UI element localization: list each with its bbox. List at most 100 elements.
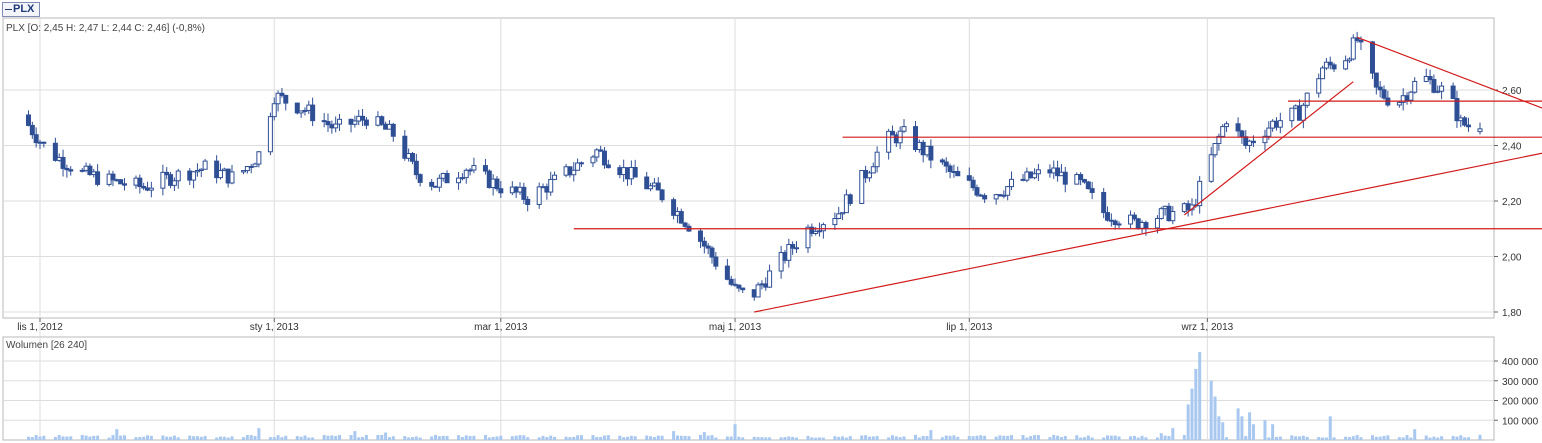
candle-body bbox=[1412, 80, 1418, 93]
candle-body bbox=[809, 226, 815, 234]
candle-body bbox=[889, 130, 895, 136]
volume-bar bbox=[192, 436, 196, 440]
candle-body bbox=[1250, 140, 1256, 144]
volume-bar bbox=[633, 436, 637, 440]
volume-bar bbox=[595, 436, 599, 440]
candle-body bbox=[1369, 41, 1375, 74]
volume-bar bbox=[1144, 437, 1148, 440]
volume-bar bbox=[242, 437, 246, 440]
volume-bar bbox=[914, 434, 918, 440]
candle-body bbox=[118, 179, 124, 185]
candle-body bbox=[1343, 60, 1349, 70]
candle-body bbox=[786, 244, 792, 261]
candle-body bbox=[214, 160, 220, 179]
volume-bar bbox=[1209, 380, 1213, 440]
candle-body bbox=[283, 94, 289, 104]
candle-body bbox=[202, 160, 208, 170]
volume-bar bbox=[38, 436, 42, 440]
volume-bar bbox=[514, 435, 518, 440]
volume-bar bbox=[1136, 437, 1140, 440]
candle-body bbox=[1128, 214, 1134, 225]
volume-bar bbox=[572, 436, 576, 440]
volume-plot-area bbox=[2, 336, 1495, 441]
candle-body bbox=[1431, 79, 1437, 93]
candle-body bbox=[379, 116, 385, 125]
volume-bar bbox=[1382, 435, 1386, 440]
volume-bar bbox=[88, 436, 92, 440]
volume-bar bbox=[794, 437, 798, 440]
symbol-tab[interactable]: PLX bbox=[2, 2, 40, 17]
volume-bar bbox=[1466, 437, 1470, 440]
candle-body bbox=[137, 177, 143, 188]
volume-bar bbox=[1432, 436, 1436, 440]
volume-bar bbox=[579, 435, 583, 440]
volume-bar bbox=[660, 435, 664, 440]
candle-body bbox=[728, 278, 734, 285]
volume-bar bbox=[1059, 437, 1063, 440]
price-y-tick-label: 2,60 bbox=[1502, 86, 1522, 97]
volume-bar bbox=[188, 435, 192, 440]
candle-body bbox=[41, 141, 47, 144]
volume-bar bbox=[1106, 435, 1110, 440]
volume-bar bbox=[541, 435, 545, 440]
candle-body bbox=[1247, 140, 1253, 146]
candle-body bbox=[1239, 130, 1245, 138]
volume-bar bbox=[1278, 436, 1282, 440]
volume-bar bbox=[545, 436, 549, 440]
volume-bar bbox=[1082, 437, 1086, 440]
x-tick-label: wrz 1, 2013 bbox=[1181, 322, 1234, 333]
volume-bar bbox=[111, 435, 115, 440]
volume-bar bbox=[725, 436, 729, 440]
volume-bar bbox=[867, 436, 871, 440]
volume-bar bbox=[107, 437, 111, 440]
volume-bar bbox=[403, 436, 407, 440]
candle-body bbox=[1316, 78, 1322, 94]
candle-body bbox=[836, 213, 842, 220]
volume-bar bbox=[1010, 435, 1014, 440]
volume-bar bbox=[1140, 435, 1144, 440]
candle-body bbox=[360, 115, 366, 121]
volume-bar bbox=[860, 435, 864, 440]
candle-body bbox=[982, 195, 988, 200]
candle-body bbox=[682, 222, 688, 227]
volume-bar bbox=[553, 436, 557, 440]
candle-body bbox=[1224, 123, 1230, 128]
candle-body bbox=[605, 164, 611, 169]
candle-body bbox=[832, 218, 838, 226]
candle-body bbox=[847, 194, 853, 204]
volume-bar bbox=[733, 424, 737, 440]
volume-bar bbox=[1332, 437, 1336, 440]
volume-bar bbox=[61, 436, 65, 440]
volume-bar bbox=[975, 435, 979, 440]
volume-bar bbox=[380, 434, 384, 440]
volume-bar bbox=[483, 435, 487, 440]
volume-bar bbox=[698, 434, 702, 440]
volume-bar bbox=[656, 435, 660, 440]
candle-body bbox=[1300, 104, 1306, 121]
price-y-tick-label: 2,00 bbox=[1502, 253, 1522, 264]
volume-bar bbox=[330, 435, 334, 440]
x-tick-label: maj 1, 2013 bbox=[709, 322, 762, 333]
candle-body bbox=[1154, 217, 1160, 229]
volume-bar bbox=[622, 437, 626, 440]
volume-bar bbox=[602, 435, 606, 440]
volume-bar bbox=[818, 437, 822, 440]
volume-bar bbox=[457, 435, 461, 440]
candle-body bbox=[813, 230, 819, 234]
candle-body bbox=[229, 171, 235, 184]
candle-body bbox=[1158, 208, 1164, 219]
volume-bar bbox=[65, 436, 69, 440]
volume-bar bbox=[649, 436, 653, 440]
volume-bar bbox=[844, 437, 848, 440]
volume-bar bbox=[522, 435, 526, 440]
volume-bar bbox=[1006, 435, 1010, 440]
candle-body bbox=[33, 134, 39, 144]
candle-body bbox=[271, 103, 277, 118]
candle-body bbox=[64, 167, 70, 171]
volume-bar bbox=[606, 435, 610, 440]
candle-body bbox=[820, 224, 826, 232]
candle-body bbox=[840, 212, 846, 215]
volume-bar bbox=[53, 436, 57, 440]
